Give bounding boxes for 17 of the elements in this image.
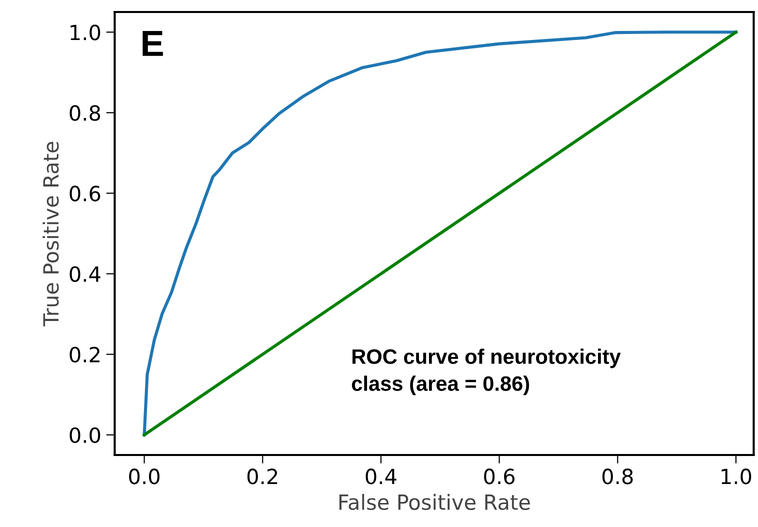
line-series <box>142 30 738 436</box>
annotation: E <box>142 31 163 56</box>
y-tick-label: 0.6 <box>70 186 100 202</box>
y-tick-label: 0.2 <box>70 346 100 363</box>
y-tick-label: 1.0 <box>70 24 100 40</box>
y-tick-label: 0.8 <box>70 105 100 121</box>
x-tick-label: 0.6 <box>484 468 515 484</box>
x-axis-title: False Positive Rate <box>339 494 530 510</box>
y-tick-label: 0.0 <box>70 427 100 444</box>
y-axis-title: True Positive Rate <box>42 142 59 326</box>
x-tick-label: 0.8 <box>602 468 633 484</box>
annotation: ROC curve of neurotoxicity class (area = 0.86) <box>352 348 621 396</box>
x-tick-label: 1.0 <box>722 468 752 484</box>
y-tick-label: 0.4 <box>70 266 100 282</box>
x-tick-label: 0.4 <box>366 468 396 484</box>
x-tick-label: 0.2 <box>247 468 278 484</box>
x-tick-label: 0.0 <box>129 468 160 484</box>
